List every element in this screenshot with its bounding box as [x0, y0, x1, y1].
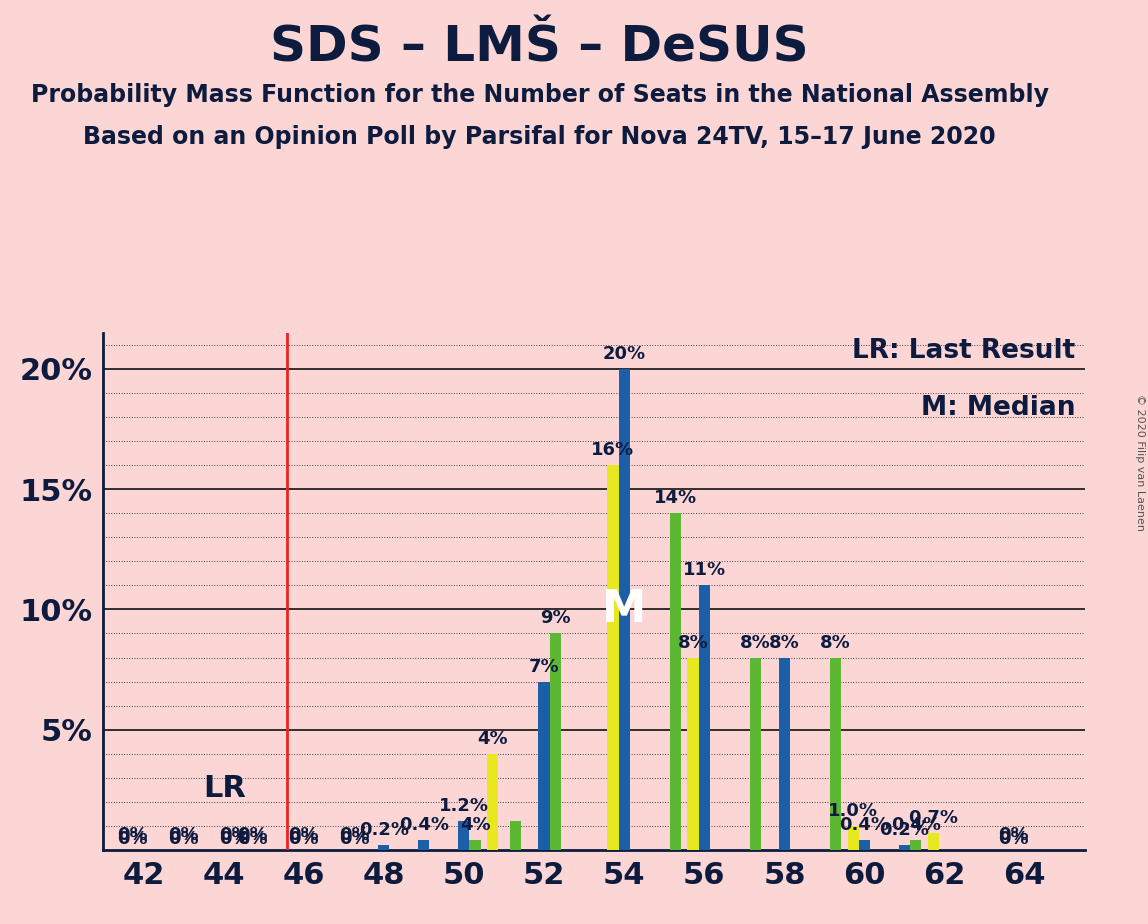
Text: 0%: 0%: [219, 826, 250, 844]
Bar: [418, 841, 429, 850]
Text: SDS – LMŠ – DeSUS: SDS – LMŠ – DeSUS: [270, 23, 809, 71]
Bar: [510, 821, 521, 850]
Text: 0%: 0%: [288, 826, 319, 844]
Text: 20%: 20%: [603, 345, 645, 363]
Text: 0.4%: 0.4%: [891, 817, 941, 834]
Bar: [778, 658, 790, 850]
Bar: [487, 754, 498, 850]
Text: M: Median: M: Median: [921, 395, 1075, 420]
Bar: [688, 658, 699, 850]
Bar: [669, 513, 681, 850]
Text: 0%: 0%: [219, 831, 250, 848]
Bar: [619, 369, 630, 850]
Text: 8%: 8%: [769, 634, 800, 651]
Text: 0.2%: 0.2%: [879, 821, 930, 839]
Bar: [750, 658, 761, 850]
Text: 0%: 0%: [340, 826, 370, 844]
Text: 0%: 0%: [236, 826, 267, 844]
Text: M: M: [602, 588, 646, 631]
Text: 8%: 8%: [677, 634, 708, 651]
Text: 0%: 0%: [168, 826, 199, 844]
Bar: [378, 845, 389, 850]
Bar: [538, 682, 550, 850]
Bar: [859, 841, 870, 850]
Text: LR: LR: [203, 774, 247, 803]
Text: 4%: 4%: [460, 817, 490, 834]
Text: 9%: 9%: [540, 610, 571, 627]
Text: Probability Mass Function for the Number of Seats in the National Assembly: Probability Mass Function for the Number…: [31, 83, 1048, 107]
Text: 0%: 0%: [999, 826, 1029, 844]
Text: 0%: 0%: [288, 831, 319, 848]
Text: 1.0%: 1.0%: [829, 802, 878, 820]
Text: 14%: 14%: [654, 489, 697, 507]
Text: 16%: 16%: [591, 441, 635, 459]
Text: 8%: 8%: [740, 634, 771, 651]
Bar: [550, 634, 561, 850]
Text: 0%: 0%: [168, 831, 199, 848]
Text: 8%: 8%: [821, 634, 851, 651]
Text: 0.4%: 0.4%: [839, 817, 890, 834]
Text: 0%: 0%: [236, 831, 267, 848]
Text: LR: Last Result: LR: Last Result: [852, 338, 1075, 364]
Bar: [847, 826, 859, 850]
Bar: [899, 845, 910, 850]
Bar: [910, 841, 922, 850]
Text: 1.2%: 1.2%: [439, 797, 489, 815]
Bar: [458, 821, 470, 850]
Text: 0%: 0%: [117, 831, 147, 848]
Bar: [470, 841, 481, 850]
Text: 0%: 0%: [117, 826, 147, 844]
Text: 0.2%: 0.2%: [359, 821, 409, 839]
Text: 0.7%: 0.7%: [908, 809, 959, 827]
Text: 0%: 0%: [340, 831, 370, 848]
Bar: [928, 833, 939, 850]
Text: Based on an Opinion Poll by Parsifal for Nova 24TV, 15–17 June 2020: Based on an Opinion Poll by Parsifal for…: [84, 125, 995, 149]
Bar: [607, 465, 619, 850]
Text: 0%: 0%: [999, 831, 1029, 848]
Text: 4%: 4%: [478, 730, 509, 748]
Text: 0.4%: 0.4%: [398, 817, 449, 834]
Text: © 2020 Filip van Laenen: © 2020 Filip van Laenen: [1135, 394, 1145, 530]
Bar: [699, 585, 709, 850]
Text: 7%: 7%: [529, 658, 559, 675]
Bar: [830, 658, 841, 850]
Text: 11%: 11%: [683, 561, 726, 579]
